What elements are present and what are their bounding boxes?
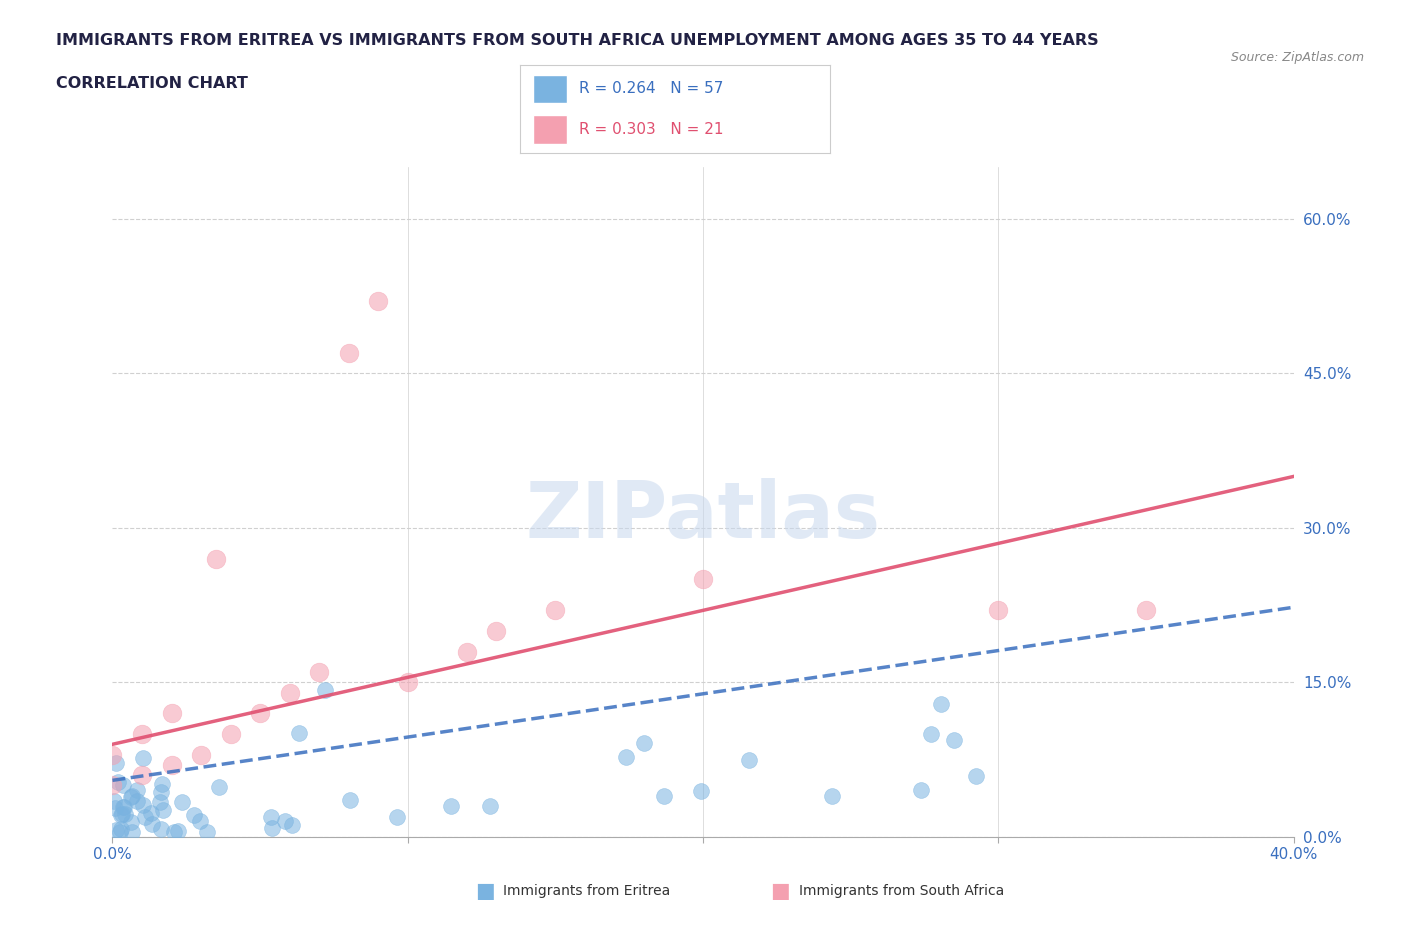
Point [132, 798, 155, 813]
Point [190, 747, 212, 762]
Point [105, 755, 128, 770]
Point [103, 794, 125, 809]
Point [485, 623, 508, 638]
Text: R = 0.264   N = 57: R = 0.264 N = 57 [579, 82, 723, 97]
Point [150, 784, 173, 799]
Point [692, 572, 714, 587]
Point [131, 768, 153, 783]
Point [821, 789, 844, 804]
Text: ZIPatlas: ZIPatlas [526, 478, 880, 553]
Point [125, 793, 148, 808]
Point [111, 806, 134, 821]
Point [314, 683, 336, 698]
Point [101, 747, 124, 762]
Point [479, 799, 502, 814]
Point [121, 825, 143, 840]
Point [965, 769, 987, 784]
Point [287, 725, 309, 740]
Point [131, 726, 153, 741]
Point [633, 736, 655, 751]
Point [110, 808, 132, 823]
Point [120, 814, 142, 829]
Text: R = 0.303   N = 21: R = 0.303 N = 21 [579, 122, 724, 137]
Point [110, 824, 132, 839]
Point [738, 752, 761, 767]
Point [121, 789, 143, 804]
Point [131, 751, 153, 765]
Point [1135, 603, 1157, 618]
Point [544, 603, 567, 618]
Point [278, 685, 301, 700]
Point [367, 294, 389, 309]
Point [104, 822, 127, 837]
Point [188, 814, 211, 829]
Point [104, 801, 127, 816]
Point [197, 825, 219, 840]
Point [183, 807, 205, 822]
Point [920, 726, 942, 741]
Point [172, 795, 194, 810]
Point [139, 805, 162, 820]
Point [208, 779, 231, 794]
Point [167, 823, 190, 838]
Point [987, 603, 1010, 618]
Point [385, 809, 408, 824]
Bar [533, 115, 567, 144]
Point [249, 706, 271, 721]
Point [127, 783, 149, 798]
Point [280, 817, 302, 832]
Point [112, 800, 135, 815]
Point [339, 792, 361, 807]
Point [652, 789, 675, 804]
Point [614, 750, 637, 764]
Point [274, 814, 297, 829]
Point [690, 784, 713, 799]
Point [152, 803, 174, 817]
Text: ■: ■ [770, 881, 790, 901]
Point [112, 799, 135, 814]
Point [101, 778, 124, 793]
Point [134, 810, 156, 825]
Point [112, 777, 135, 792]
Point [259, 809, 281, 824]
Point [456, 644, 478, 659]
Text: CORRELATION CHART: CORRELATION CHART [56, 76, 247, 91]
Text: Immigrants from Eritrea: Immigrants from Eritrea [503, 884, 671, 898]
Point [163, 825, 186, 840]
Point [440, 799, 463, 814]
Text: Source: ZipAtlas.com: Source: ZipAtlas.com [1230, 51, 1364, 64]
Point [107, 775, 129, 790]
Point [160, 706, 183, 721]
Point [219, 726, 242, 741]
Point [205, 551, 228, 566]
Point [114, 806, 136, 821]
Bar [533, 74, 567, 103]
Point [262, 820, 284, 835]
Point [942, 732, 965, 747]
Point [120, 790, 142, 804]
Point [337, 345, 360, 360]
Point [141, 817, 163, 831]
Point [160, 757, 183, 772]
Text: IMMIGRANTS FROM ERITREA VS IMMIGRANTS FROM SOUTH AFRICA UNEMPLOYMENT AMONG AGES : IMMIGRANTS FROM ERITREA VS IMMIGRANTS FR… [56, 33, 1099, 47]
Point [929, 697, 952, 711]
Text: ■: ■ [475, 881, 495, 901]
Point [150, 821, 173, 836]
Point [396, 675, 419, 690]
Point [110, 821, 132, 836]
Point [910, 782, 932, 797]
Text: Immigrants from South Africa: Immigrants from South Africa [799, 884, 1004, 898]
Point [308, 665, 330, 680]
Point [149, 794, 172, 809]
Point [150, 777, 173, 791]
